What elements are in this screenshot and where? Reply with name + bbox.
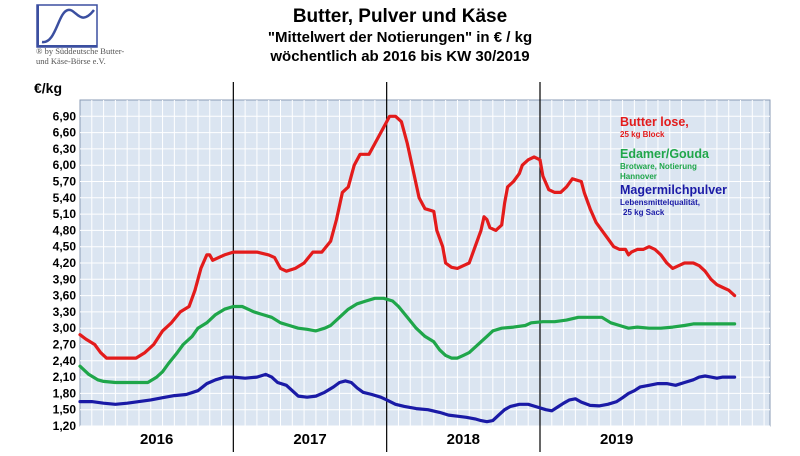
legend-detail: Hannover bbox=[620, 172, 657, 181]
y-tick-label: 1,20 bbox=[53, 419, 77, 433]
chart-subtitle: "Mittelwert der Notierungen" in € / kg bbox=[267, 29, 533, 46]
legend-item-butter: Butter lose,25 kg Block bbox=[620, 115, 689, 139]
legend-detail: 25 kg Sack bbox=[623, 208, 665, 217]
legend-title: Magermilchpulver bbox=[620, 183, 727, 197]
y-tick-label: 3,60 bbox=[53, 289, 77, 303]
y-tick-label: 3,90 bbox=[53, 272, 77, 286]
chart-title-block: Butter, Pulver und Käse "Mittelwert der … bbox=[190, 6, 610, 66]
logo-graphic bbox=[36, 4, 98, 48]
year-label: 2017 bbox=[293, 431, 326, 448]
y-tick-label: 4,20 bbox=[53, 256, 77, 270]
y-tick-label: 2,40 bbox=[53, 354, 77, 368]
year-label: 2016 bbox=[140, 431, 173, 448]
series-line-cheese bbox=[78, 296, 737, 385]
series-line-powder bbox=[78, 372, 737, 424]
y-tick-label: 6,90 bbox=[53, 109, 77, 123]
y-tick-label: 6,00 bbox=[53, 158, 77, 172]
y-tick-label: 6,60 bbox=[53, 126, 77, 140]
y-tick-label: 2,10 bbox=[53, 370, 77, 384]
chart-title: Butter, Pulver und Käse bbox=[292, 6, 508, 27]
y-tick-label: 6,30 bbox=[53, 142, 77, 156]
legend-detail: Lebensmittelqualität, bbox=[620, 198, 700, 207]
y-tick-label: 5,10 bbox=[53, 207, 77, 221]
y-tick-label: 3,00 bbox=[53, 321, 77, 335]
legend-detail: Brotware, Notierung bbox=[620, 162, 697, 171]
chart-period: wöchentlich ab 2016 bis KW 30/2019 bbox=[270, 48, 530, 65]
y-tick-label: 1,80 bbox=[53, 386, 77, 400]
copyright-note: ® by Süddeutsche Butter- und Käse-Börse … bbox=[36, 46, 146, 66]
y-tick-label: 5,70 bbox=[53, 175, 77, 189]
y-tick-label: 2,70 bbox=[53, 338, 77, 352]
y-tick-label: 1,50 bbox=[53, 403, 77, 417]
y-tick-label: 5,40 bbox=[53, 191, 77, 205]
y-axis-label: €/kg bbox=[34, 80, 63, 96]
y-tick-label: 3,30 bbox=[53, 305, 77, 319]
year-label: 2019 bbox=[600, 431, 633, 448]
legend-detail: 25 kg Block bbox=[620, 130, 665, 139]
copyright-line-2: und Käse-Börse e.V. bbox=[36, 56, 106, 66]
y-tick-label: 4,80 bbox=[53, 223, 77, 237]
legend-item-powder: MagermilchpulverLebensmittelqualität,25 … bbox=[620, 183, 727, 217]
series-line-butter bbox=[78, 114, 737, 360]
boerse-logo bbox=[36, 4, 98, 48]
legend-title: Butter lose, bbox=[620, 115, 689, 129]
copyright-line-1: ® by Süddeutsche Butter- bbox=[36, 46, 125, 56]
y-tick-label: 4,50 bbox=[53, 240, 77, 254]
year-label: 2018 bbox=[447, 431, 480, 448]
legend-title: Edamer/Gouda bbox=[620, 147, 710, 161]
